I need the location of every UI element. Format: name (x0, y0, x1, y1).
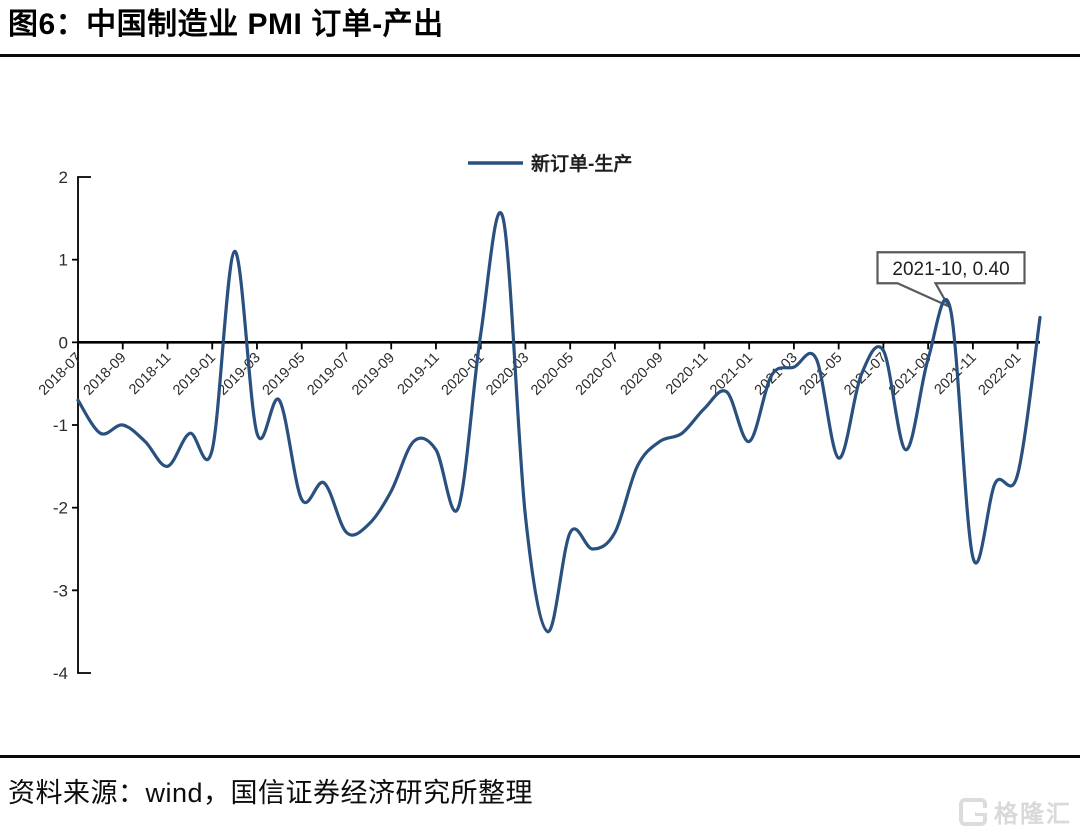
x-tick-label: 2019-11 (395, 350, 443, 398)
y-axis (77, 176, 91, 674)
figure-footer: 资料来源：wind，国信证券经济研究所整理 格隆汇 (0, 755, 1080, 833)
x-tick-label: 2019-01 (170, 350, 219, 399)
figure-header: 图6：中国制造业 PMI 订单-产出 (0, 0, 1080, 57)
series-line (76, 211, 1042, 634)
legend-label: 新订单-生产 (531, 152, 632, 175)
x-tick-label: 2021-03 (752, 350, 801, 399)
x-tick-label: 2018-09 (81, 350, 130, 399)
x-tick-label: 2019-09 (349, 350, 398, 399)
x-tick-label: 2018-11 (126, 350, 174, 398)
y-tick-label: -4 (53, 664, 68, 683)
x-tick-label: 2020-11 (663, 350, 711, 398)
y-tick-label: -2 (53, 499, 68, 518)
gelonghui-watermark: 格隆汇 (959, 794, 1072, 829)
x-tick-label: 2020-03 (483, 350, 532, 399)
x-tick-label: 2021-07 (841, 350, 890, 399)
x-tick-label: 2020-09 (618, 350, 667, 399)
y-tick-label: 2 (59, 168, 68, 187)
figure-title: 图6：中国制造业 PMI 订单-产出 (8, 8, 444, 41)
x-tick-label: 2020-07 (573, 350, 622, 399)
y-tick-label: -1 (53, 416, 68, 435)
x-tick-label: 2022-01 (975, 350, 1024, 399)
x-tick-label: 2020-05 (528, 350, 577, 399)
annotation-callout (876, 251, 1026, 309)
gelonghui-watermark-text: 格隆汇 (994, 801, 1072, 828)
y-tick-label: 1 (59, 251, 68, 270)
x-tick-label: 2019-05 (260, 350, 309, 399)
source-note: 资料来源：wind，国信证券经济研究所整理 (8, 778, 534, 808)
x-tick-label: 2021-01 (707, 350, 756, 399)
x-tick-label: 2020-01 (439, 350, 488, 399)
gelonghui-logo-icon (959, 797, 987, 826)
y-tick-label: 0 (59, 333, 68, 352)
annotation-label: 2021-10, 0.40 (892, 259, 1009, 280)
x-tick-label: 2019-07 (304, 350, 353, 399)
y-tick-label: -3 (53, 581, 68, 600)
